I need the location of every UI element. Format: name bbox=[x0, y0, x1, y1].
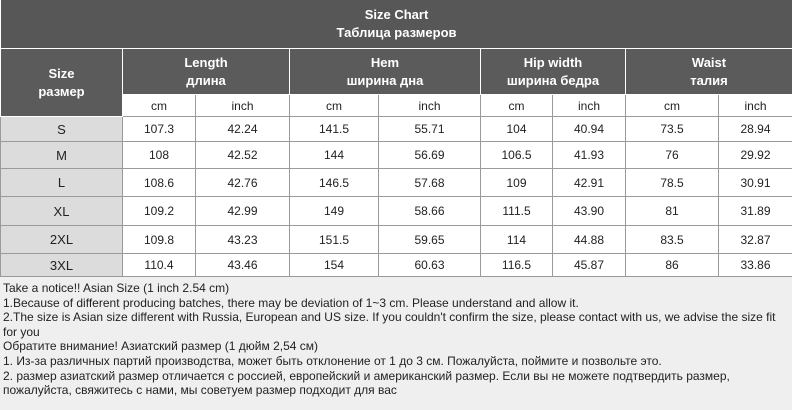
measure-cell: 109 bbox=[480, 168, 553, 197]
data-row: M 108 42.52 144 56.69 106.5 41.93 76 29.92 bbox=[0, 141, 792, 169]
measure-cell: 116.5 bbox=[480, 253, 553, 277]
size-header-ru: размер bbox=[38, 83, 85, 99]
measure-cell: 141.5 bbox=[289, 116, 379, 142]
unit-header: inch bbox=[378, 94, 481, 117]
measure-cell: 42.76 bbox=[195, 168, 290, 197]
group-header-en: Length bbox=[184, 54, 228, 70]
measure-cell: 59.65 bbox=[378, 225, 481, 254]
group-header-en: Hem bbox=[370, 54, 400, 70]
title-cell: Size Chart Таблица размеров bbox=[0, 0, 792, 49]
measure-cell: 73.5 bbox=[625, 116, 719, 142]
data-row: 2XL 109.8 43.23 151.5 59.65 114 44.88 83.5 32.87 bbox=[0, 225, 792, 254]
unit-row: cm inch cm inch cm inch cm inch bbox=[1, 94, 792, 117]
measure-cell: 78.5 bbox=[625, 168, 719, 197]
measure-cell: 42.91 bbox=[552, 168, 626, 197]
measure-cell: 43.90 bbox=[552, 196, 626, 226]
unit-header: cm bbox=[625, 94, 719, 117]
title-row: Size Chart Таблица размеров bbox=[0, 0, 792, 49]
group-header-en: Hip width bbox=[523, 54, 583, 70]
measure-cell: 31.89 bbox=[717, 196, 792, 226]
size-label: 3XL bbox=[0, 253, 123, 277]
measure-cell: 151.5 bbox=[289, 225, 379, 254]
size-header-en: Size bbox=[48, 65, 75, 81]
measure-cell: 55.71 bbox=[378, 116, 481, 142]
measure-cell: 30.91 bbox=[717, 168, 792, 197]
data-row: L 108.6 42.76 146.5 57.68 109 42.91 78.5 30.91 bbox=[0, 168, 792, 197]
measure-cell: 106.5 bbox=[480, 141, 553, 169]
measure-cell: 109.2 bbox=[122, 196, 196, 226]
measure-cell: 43.46 bbox=[195, 253, 290, 277]
note-line: Обратите внимание! Азиатский размер (1 д… bbox=[3, 339, 319, 354]
measure-cell: 44.88 bbox=[552, 225, 626, 254]
group-header-en: Waist bbox=[691, 54, 727, 70]
note-line: Take a notice!! Asian Size (1 inch 2.54 … bbox=[3, 281, 230, 295]
measure-cell: 107.3 bbox=[122, 116, 196, 142]
measure-cell: 111.5 bbox=[480, 196, 553, 226]
note-line: 2. размер азиатский размер отличается с … bbox=[3, 368, 730, 398]
measure-cell: 149 bbox=[289, 196, 379, 226]
group-header-ru: талия bbox=[690, 72, 728, 88]
group-header: Hem ширина дна bbox=[289, 48, 481, 95]
measure-cell: 45.87 bbox=[552, 253, 626, 277]
measure-cell: 146.5 bbox=[289, 168, 379, 197]
measure-cell: 108.6 bbox=[122, 168, 196, 197]
data-row: XL 109.2 42.99 149 58.66 111.5 43.90 81 31.89 bbox=[0, 196, 792, 226]
size-label: XL bbox=[0, 196, 123, 226]
measure-cell: 60.63 bbox=[378, 253, 481, 277]
measure-cell: 81 bbox=[625, 196, 719, 226]
measure-cell: 104 bbox=[480, 116, 553, 142]
measure-cell: 42.24 bbox=[195, 116, 290, 142]
measure-cell: 86 bbox=[625, 253, 719, 277]
measure-cell: 58.66 bbox=[378, 196, 481, 226]
note-line: 1.Because of different producing batches… bbox=[3, 295, 579, 310]
group-header-ru: ширина дна bbox=[346, 72, 424, 88]
measure-cell: 33.86 bbox=[717, 253, 792, 277]
measure-cell: 144 bbox=[289, 141, 379, 169]
group-header-ru: длина bbox=[186, 72, 226, 88]
measure-cell: 42.52 bbox=[195, 141, 290, 169]
unit-header: inch bbox=[552, 94, 626, 117]
group-header: Waist талия bbox=[624, 48, 792, 95]
measure-cell: 40.94 bbox=[552, 116, 626, 142]
size-label: S bbox=[0, 116, 123, 142]
header-row: Size размер Length длина Hem ширина дна Hip wi… bbox=[0, 48, 792, 117]
size-label: M bbox=[0, 141, 123, 169]
note-line: 2.The size is Asian size different with … bbox=[3, 310, 776, 339]
measure-cell: 109.8 bbox=[122, 225, 196, 254]
measure-cell: 108 bbox=[122, 141, 196, 169]
measure-cell: 41.93 bbox=[552, 141, 626, 169]
size-table: Size Chart Таблица размеров Size размер Le… bbox=[0, 0, 792, 277]
measure-cell: 43.23 bbox=[195, 225, 290, 254]
group-header: Length длина bbox=[122, 48, 290, 95]
measure-cell: 83.5 bbox=[625, 225, 719, 254]
group-header: Hip width ширина бедра bbox=[480, 48, 626, 95]
measure-cell: 42.99 bbox=[195, 196, 290, 226]
data-row: 3XL 110.4 43.46 154 60.63 116.5 45.87 86 33.86 bbox=[0, 253, 792, 277]
measure-cell: 154 bbox=[289, 253, 379, 277]
measure-cell: 56.69 bbox=[378, 141, 481, 169]
title: Size Chart bbox=[364, 7, 429, 22]
subtitle: Таблица размеров bbox=[336, 25, 457, 40]
notes: Take a notice!! Asian Size (1 inch 2.54 … bbox=[0, 277, 792, 410]
unit-header: cm bbox=[480, 94, 553, 117]
unit-header: cm bbox=[289, 94, 379, 117]
note-line: 1. Из-за различных партий производства, … bbox=[3, 353, 662, 368]
group-header-ru: ширина бедра bbox=[506, 72, 600, 88]
measure-cell: 29.92 bbox=[717, 141, 792, 169]
measure-cell: 32.87 bbox=[717, 225, 792, 254]
measure-cell: 114 bbox=[480, 225, 553, 254]
measure-cell: 28.94 bbox=[717, 116, 792, 142]
unit-header: cm bbox=[122, 94, 196, 117]
measure-cell: 110.4 bbox=[122, 253, 196, 277]
measure-cell: 76 bbox=[625, 141, 719, 169]
unit-header: inch bbox=[195, 94, 290, 117]
measure-cell: 57.68 bbox=[378, 168, 481, 197]
data-row: S 107.3 42.24 141.5 55.71 104 40.94 73.5 28.94 bbox=[0, 116, 792, 142]
unit-header: inch bbox=[717, 94, 792, 117]
size-label: L bbox=[0, 168, 123, 197]
size-header: Size размер bbox=[0, 48, 123, 117]
size-label: 2XL bbox=[0, 225, 123, 254]
